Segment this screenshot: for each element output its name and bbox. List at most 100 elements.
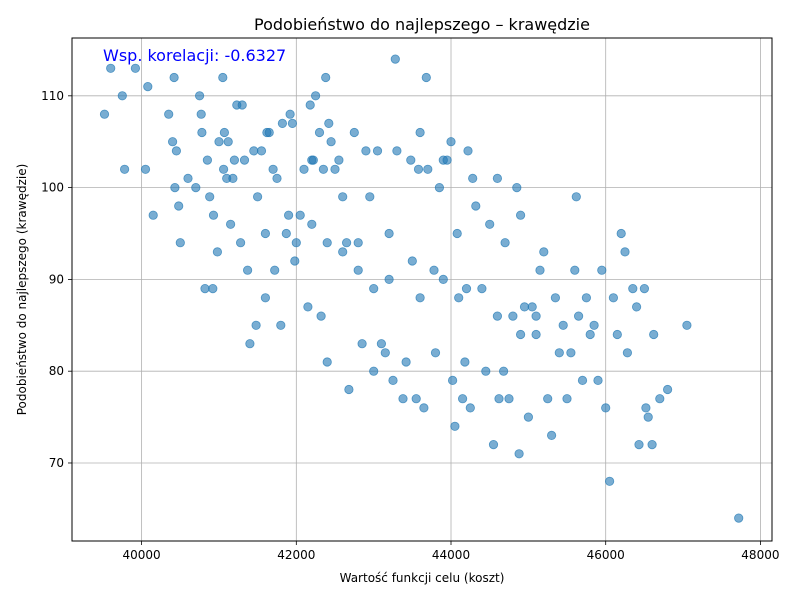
data-point [365, 192, 375, 202]
data-point [295, 210, 305, 220]
data-point [287, 118, 297, 129]
data-point [515, 329, 526, 340]
data-point [612, 329, 622, 340]
data-point [270, 265, 280, 275]
data-point [628, 283, 638, 294]
data-point [390, 54, 400, 64]
data-point [226, 219, 236, 229]
data-point [353, 265, 363, 275]
data-point [372, 146, 383, 156]
data-point [682, 320, 692, 330]
data-point [515, 210, 526, 220]
data-point [662, 384, 673, 395]
data-point [245, 339, 255, 349]
data-point [601, 403, 611, 413]
data-point [251, 320, 261, 330]
data-point [485, 219, 495, 229]
data-point [148, 210, 158, 220]
data-point [330, 164, 340, 174]
data-point [415, 293, 425, 303]
data-point [324, 118, 334, 129]
data-point [631, 302, 642, 312]
data-point [236, 238, 246, 248]
data-point [570, 265, 580, 275]
data-point [299, 164, 309, 174]
data-point [322, 357, 332, 367]
data-point [349, 127, 359, 138]
data-point [508, 311, 518, 321]
data-point [622, 348, 633, 358]
data-point [353, 238, 363, 248]
data-point [649, 329, 659, 340]
data-point [117, 91, 127, 101]
chart-title: Podobieństwo do najlepszego – krawędzie [254, 15, 590, 34]
data-point [512, 183, 522, 193]
data-point [446, 137, 456, 147]
data-point [597, 265, 607, 275]
data-point [460, 357, 470, 367]
data-point [228, 173, 238, 183]
data-point [268, 164, 278, 174]
data-point [494, 394, 504, 404]
data-point [338, 247, 348, 257]
data-point [543, 394, 553, 404]
data-point [223, 137, 233, 147]
data-point [492, 311, 502, 321]
data-point [260, 293, 270, 303]
data-point [415, 127, 425, 138]
data-point [407, 256, 417, 266]
data-point [392, 146, 402, 156]
correlation-annotation: Wsp. korelacji: -0.6327 [103, 46, 286, 65]
data-point [321, 72, 331, 83]
data-point [581, 293, 592, 303]
data-point [639, 283, 650, 294]
data-point [171, 146, 181, 156]
data-point [341, 238, 352, 248]
data-point [463, 146, 473, 156]
data-point [500, 238, 510, 248]
data-point [442, 155, 452, 165]
data-point [413, 164, 424, 174]
data-point [322, 238, 332, 248]
data-point [256, 146, 267, 156]
data-point [398, 394, 408, 404]
data-point [468, 173, 478, 183]
data-point [616, 228, 626, 239]
data-point [550, 293, 561, 303]
data-point [401, 357, 411, 367]
data-point [573, 311, 584, 321]
data-point [488, 439, 499, 450]
data-point [243, 265, 253, 275]
data-point [208, 283, 218, 294]
data-point [260, 228, 270, 239]
data-point [310, 91, 321, 101]
data-point [554, 348, 564, 358]
data-point [344, 384, 354, 395]
data-point [283, 210, 294, 220]
data-point [419, 403, 429, 413]
y-tick-label: 110 [41, 89, 64, 103]
data-point [527, 302, 537, 312]
data-point [249, 146, 259, 156]
data-point [219, 164, 229, 174]
data-point [388, 375, 398, 385]
y-tick-label: 70 [49, 456, 64, 470]
data-point [531, 329, 541, 340]
data-point [519, 302, 530, 312]
data-point [208, 210, 219, 220]
data-point [174, 201, 184, 211]
data-point [303, 302, 313, 312]
data-point [253, 192, 263, 202]
data-point [237, 100, 247, 110]
data-point [585, 329, 595, 340]
data-point [318, 164, 328, 174]
data-point [535, 265, 545, 275]
data-point [205, 192, 215, 202]
data-point [492, 173, 502, 183]
data-point [430, 348, 441, 358]
data-point [604, 476, 615, 486]
data-point [276, 320, 286, 330]
data-point [130, 63, 140, 73]
data-point [452, 228, 462, 239]
